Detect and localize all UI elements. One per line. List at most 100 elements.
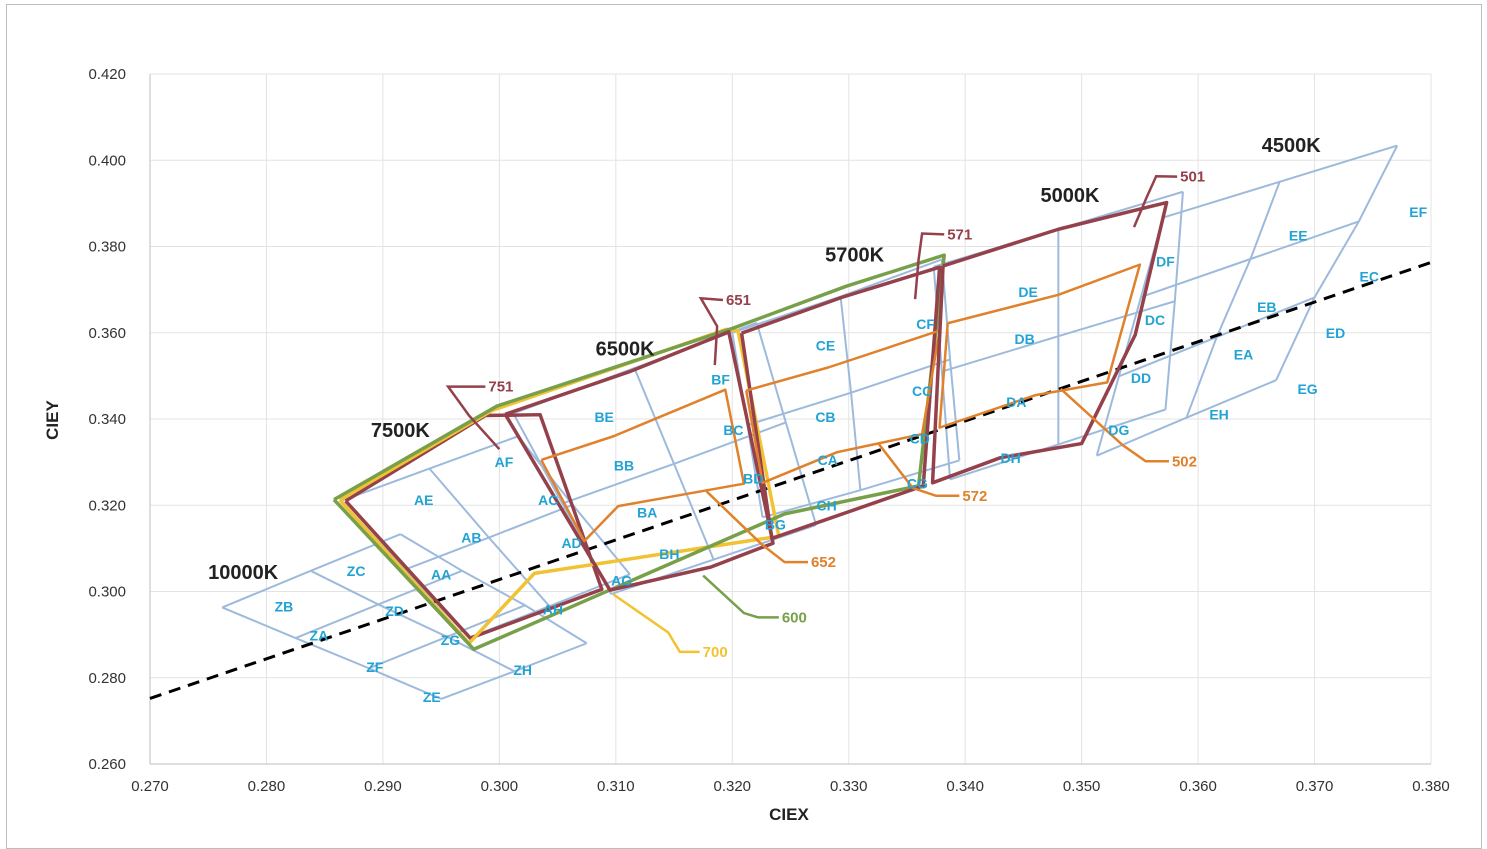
bin-label: BB: [614, 458, 634, 474]
callout-label-600: 600: [782, 609, 807, 626]
callout-line-600: [702, 574, 779, 619]
bin-label: ZE: [423, 689, 441, 705]
x-tick-label: 0.320: [713, 778, 751, 795]
bin-label: EC: [1360, 269, 1379, 285]
y-tick-label: 0.260: [88, 756, 126, 773]
bin-grid-line: [1164, 191, 1184, 410]
bin-group-outlines: [332, 200, 1169, 652]
blackbody-locus: [149, 261, 1432, 700]
bin-group-700: [338, 327, 781, 645]
bin-grid-line: [1185, 181, 1281, 419]
bin-label: DA: [1006, 394, 1026, 410]
bin-group-651: [503, 330, 775, 592]
cct-label: 10000K: [208, 562, 279, 584]
bin-grid-line: [310, 569, 515, 673]
bin-label: ZB: [275, 599, 294, 615]
bin-label: DE: [1018, 284, 1037, 300]
bin-label: EG: [1297, 381, 1317, 397]
bin-label: ZA: [310, 627, 329, 643]
y-tick-label: 0.320: [88, 497, 126, 514]
bin-group-751: [344, 412, 604, 640]
bin-group-502: [938, 263, 1142, 429]
callout-line-751: [445, 385, 501, 451]
bin-label: AA: [431, 566, 451, 582]
bin-label: AF: [495, 454, 514, 470]
y-tick-label: 0.300: [88, 584, 126, 601]
callout-line-571: [913, 232, 945, 300]
bin-grid-line: [1275, 145, 1399, 381]
bin-label: CD: [910, 430, 930, 446]
bin-label: CG: [907, 476, 928, 492]
cct-label: 5000K: [1041, 185, 1100, 207]
bin-label: ED: [1326, 325, 1345, 341]
gridlines: [150, 73, 1432, 764]
bin-grid-line: [755, 322, 818, 526]
bin-label: ZF: [366, 659, 384, 675]
y-tick-label: 0.420: [88, 66, 126, 83]
bin-grid-line: [633, 367, 715, 560]
y-tick-label: 0.280: [88, 670, 126, 687]
callout-label-751: 751: [488, 379, 513, 396]
bin-label: BA: [637, 505, 657, 521]
cct-label: 4500K: [1262, 135, 1321, 157]
x-tick-label: 0.370: [1296, 778, 1334, 795]
x-tick-label: 0.310: [597, 778, 635, 795]
callout-label-502: 502: [1172, 453, 1197, 470]
y-tick-label: 0.360: [88, 325, 126, 342]
bin-label: DH: [1000, 450, 1020, 466]
bin-label: CA: [818, 452, 838, 468]
bin-label: BE: [594, 409, 613, 425]
cct-label: 6500K: [596, 338, 655, 360]
bin-label: DF: [1156, 254, 1175, 270]
x-axis-title: CIEX: [769, 805, 809, 824]
bin-label: AC: [538, 492, 558, 508]
bin-label: AG: [611, 573, 632, 589]
bin-grid-line: [731, 258, 943, 334]
bin-label: CC: [912, 383, 932, 399]
bin-label: EE: [1289, 228, 1308, 244]
callout-label-501: 501: [1180, 169, 1205, 186]
bin-label: ZH: [513, 662, 532, 678]
bin-group-callouts: 751 651 571 501 700 600 652 572 502: [445, 169, 1205, 661]
y-tick-label: 0.380: [88, 239, 126, 256]
bin-label: BH: [659, 546, 679, 562]
bin-label: CH: [816, 497, 836, 513]
bin-label: CF: [916, 316, 935, 332]
cct-label: 7500K: [371, 420, 430, 442]
tick-labels: 0.270 0.280 0.290 0.300 0.310 0.320 0.330 0.340…: [88, 66, 1449, 795]
callout-label-700: 700: [703, 644, 728, 661]
x-tick-label: 0.290: [364, 778, 402, 795]
bin-labels: ZB ZC ZA ZD ZF ZG ZE ZH AE AF AB AC AA AD AH AG BE BF BB BC…: [275, 204, 1428, 705]
bin-label: AD: [561, 535, 581, 551]
bin-label: EB: [1257, 299, 1276, 315]
bin-grid-line: [428, 467, 551, 607]
y-tick-label: 0.340: [88, 411, 126, 428]
x-tick-label: 0.360: [1179, 778, 1217, 795]
bin-grid-line: [839, 296, 862, 491]
bin-label: EA: [1234, 346, 1253, 362]
bin-label: AB: [461, 530, 481, 546]
x-tick-label: 0.340: [946, 778, 984, 795]
callout-label-652: 652: [811, 554, 836, 571]
bin-label: ZD: [385, 603, 404, 619]
x-tick-label: 0.280: [248, 778, 286, 795]
y-axis-title: CIEY: [43, 400, 62, 440]
bin-label: BG: [765, 517, 786, 533]
callout-line-700: [612, 593, 700, 654]
x-tick-label: 0.350: [1063, 778, 1101, 795]
cct-label: 5700K: [825, 244, 884, 266]
bin-label: BC: [723, 422, 743, 438]
axes: [149, 74, 1431, 765]
bin-group-572: [745, 329, 941, 485]
x-tick-label: 0.380: [1412, 778, 1450, 795]
callout-line-652: [705, 490, 808, 564]
bin-label: ZG: [441, 632, 461, 648]
callout-label-572: 572: [962, 488, 987, 505]
bin-group-501: [930, 200, 1169, 485]
callout-line-651: [698, 296, 724, 366]
bin-grid-line: [399, 533, 588, 645]
bin-label: EH: [1209, 407, 1228, 423]
bin-label: EF: [1409, 204, 1427, 220]
callout-line-572: [876, 441, 960, 498]
